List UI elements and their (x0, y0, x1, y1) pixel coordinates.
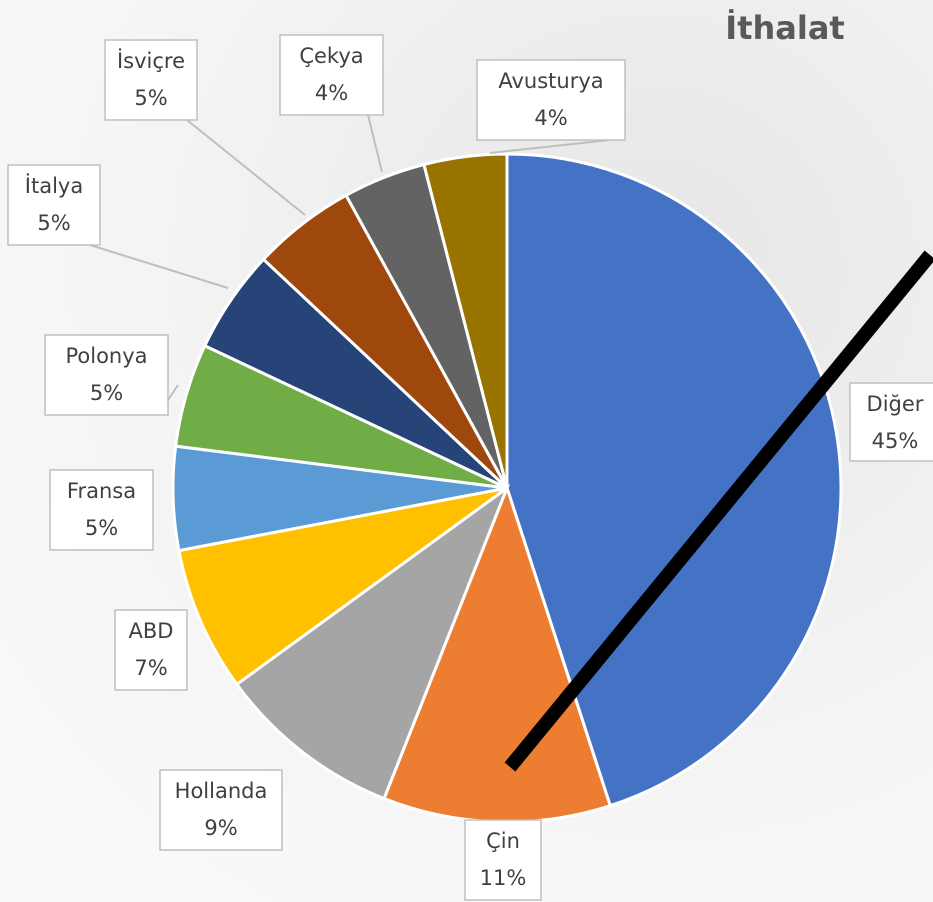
pie-slice (177, 486, 508, 687)
label-box (464, 819, 542, 901)
leader-line (89, 244, 229, 289)
category-label: Polonya (65, 344, 147, 368)
label-box (114, 609, 188, 691)
pie-slice (505, 152, 843, 808)
leader-line (489, 139, 611, 154)
category-label: ABD (129, 619, 174, 643)
label-box (104, 39, 198, 121)
label-box (44, 334, 169, 416)
category-label: Diğer (867, 392, 924, 416)
value-label: 45% (872, 429, 919, 453)
leader-line (367, 114, 383, 173)
labels: Diğer 45% Çin 11% Hollanda 9% ABD 7% Fransa 5% Pol… (7, 34, 933, 901)
category-label: İsviçre (117, 48, 185, 73)
value-label: 4% (534, 106, 567, 130)
value-label: 4% (315, 81, 348, 105)
pie-slice (422, 152, 509, 489)
label-box (49, 469, 154, 551)
label-box (476, 59, 626, 141)
chart-title: İthalat (725, 9, 844, 47)
label-box (159, 769, 283, 851)
category-label: Çin (486, 829, 520, 853)
value-label: 5% (85, 516, 118, 540)
label-box (849, 382, 933, 462)
value-label: 5% (37, 211, 70, 235)
label-box (279, 34, 384, 116)
leader-line (186, 119, 306, 216)
category-label: İtalya (25, 173, 83, 198)
pie-slice (234, 483, 511, 801)
value-label: 11% (480, 866, 527, 890)
label-box (7, 164, 101, 246)
category-label: Fransa (67, 479, 136, 503)
value-label: 5% (134, 86, 167, 110)
annotation-line (504, 250, 933, 772)
value-label: 7% (134, 656, 167, 680)
value-label: 5% (90, 381, 123, 405)
category-label: Avusturya (498, 69, 603, 93)
category-label: Hollanda (175, 779, 268, 803)
pie (171, 152, 843, 824)
value-label: 9% (204, 816, 237, 840)
category-label: Çekya (299, 44, 363, 68)
